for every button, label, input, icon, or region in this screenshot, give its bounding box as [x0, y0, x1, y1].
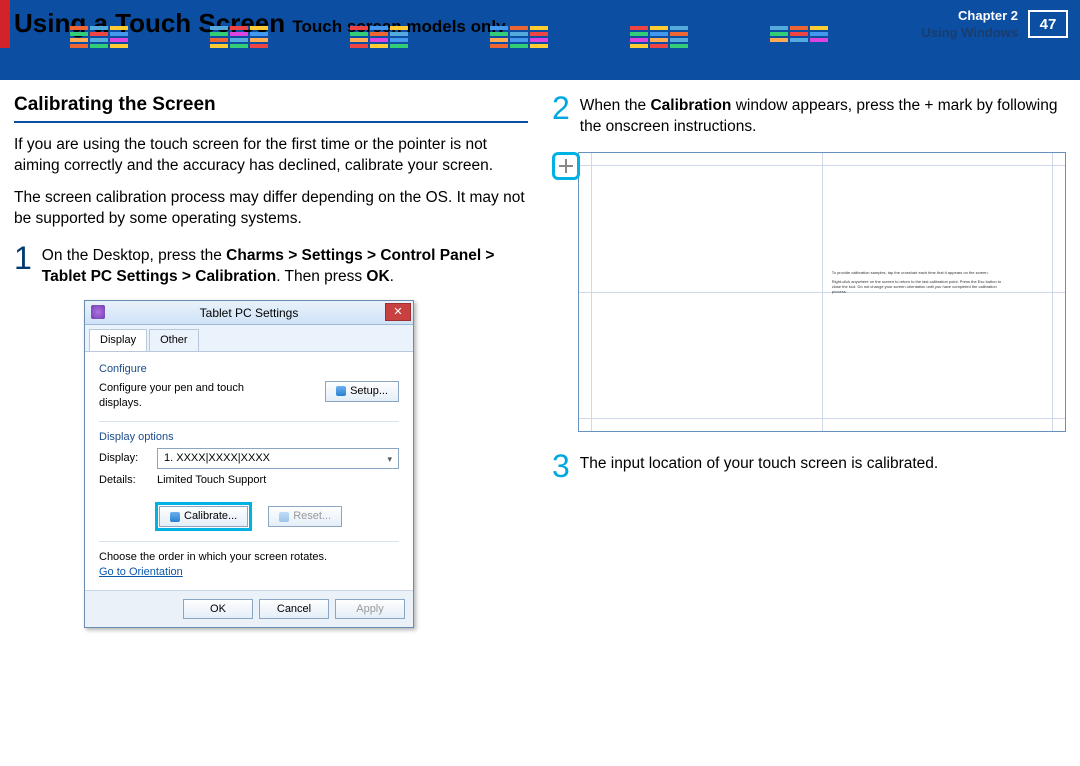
step-1-text: On the Desktop, press the Charms > Setti…	[42, 242, 528, 288]
dialog-titlebar: Tablet PC Settings ✕	[85, 301, 413, 325]
right-column: 2 When the Calibration window appears, p…	[552, 92, 1066, 628]
ok-button[interactable]: OK	[183, 599, 253, 620]
tab-other[interactable]: Other	[149, 329, 199, 351]
step1-ok: OK	[366, 268, 389, 285]
calibrate-label: Calibrate...	[184, 509, 237, 524]
tablet-pc-settings-dialog: Tablet PC Settings ✕ Display Other Confi…	[84, 300, 414, 628]
chapter-line2: Using Windows	[921, 25, 1018, 42]
reset-label: Reset...	[293, 509, 331, 524]
display-row: Display: 1. XXXX|XXXX|XXXX ▾	[99, 448, 399, 469]
dialog-footer: OK Cancel Apply	[85, 590, 413, 628]
step-2-text: When the Calibration window appears, pre…	[580, 92, 1066, 138]
step-1: 1 On the Desktop, press the Charms > Set…	[14, 242, 528, 288]
step-3: 3 The input location of your touch scree…	[552, 450, 1066, 482]
step-3-text: The input location of your touch screen …	[580, 450, 938, 482]
details-row: Details: Limited Touch Support	[99, 473, 399, 488]
content-area: Calibrating the Screen If you are using …	[14, 92, 1066, 628]
cal-text2: Right-click anywhere on the screen to re…	[832, 279, 1007, 295]
details-value: Limited Touch Support	[157, 473, 266, 488]
step1-post: . Then press	[276, 268, 366, 285]
configure-desc: Configure your pen and touch displays.	[99, 381, 249, 411]
step2-bold: Calibration	[650, 97, 731, 114]
cal-text1: To provide calibration samples, tap the …	[832, 270, 1007, 275]
group-configure: Configure	[99, 362, 399, 377]
dialog-body: Configure Configure your pen and touch d…	[85, 352, 413, 590]
step2-pre: When the	[580, 97, 651, 114]
section-title: Calibrating the Screen	[14, 92, 528, 123]
header-decor	[70, 26, 950, 76]
chevron-down-icon: ▾	[387, 453, 392, 465]
plus-icon	[559, 159, 573, 173]
intro-1: If you are using the touch screen for th…	[14, 135, 528, 177]
step-2-number: 2	[552, 92, 570, 138]
apply-button[interactable]: Apply	[335, 599, 405, 620]
cancel-button[interactable]: Cancel	[259, 599, 329, 620]
step-3-number: 3	[552, 450, 570, 482]
shield-icon	[279, 512, 289, 522]
step-1-number: 1	[14, 242, 32, 288]
reset-button[interactable]: Reset...	[268, 506, 342, 527]
setup-label: Setup...	[350, 384, 388, 399]
step1-pre: On the Desktop, press the	[42, 247, 226, 264]
step-2: 2 When the Calibration window appears, p…	[552, 92, 1066, 138]
tab-display[interactable]: Display	[89, 329, 147, 351]
dialog-tabs: Display Other	[85, 325, 413, 352]
group-display: Display options	[99, 430, 399, 445]
rotate-section: Choose the order in which your screen ro…	[99, 541, 399, 580]
chapter-line1: Chapter 2	[921, 8, 1018, 25]
intro-2: The screen calibration process may diffe…	[14, 188, 528, 230]
step1-end: .	[390, 268, 394, 285]
shield-icon	[336, 386, 346, 396]
orientation-link[interactable]: Go to Orientation	[99, 566, 183, 578]
plus-target-highlight	[552, 152, 580, 180]
display-select[interactable]: 1. XXXX|XXXX|XXXX ▾	[157, 448, 399, 469]
configure-row: Configure your pen and touch displays. S…	[99, 381, 399, 422]
calibrate-row: Calibrate... Reset...	[159, 506, 399, 527]
page-header: Using a Touch Screen Touch screen models…	[0, 0, 1080, 80]
calibration-screenshot: To provide calibration samples, tap the …	[552, 152, 1066, 432]
left-column: Calibrating the Screen If you are using …	[14, 92, 528, 628]
close-icon[interactable]: ✕	[385, 303, 411, 321]
header-red-tab	[0, 0, 10, 48]
calibration-instruction-text: To provide calibration samples, tap the …	[832, 270, 1007, 295]
display-value: 1. XXXX|XXXX|XXXX	[164, 451, 270, 466]
chapter-block: Chapter 2 Using Windows	[921, 8, 1018, 42]
rotate-text: Choose the order in which your screen ro…	[99, 550, 399, 565]
details-label: Details:	[99, 473, 149, 488]
display-label: Display:	[99, 451, 149, 466]
dialog-title: Tablet PC Settings	[200, 305, 299, 321]
dialog-icon	[91, 305, 105, 319]
shield-icon	[170, 512, 180, 522]
page-number: 47	[1028, 10, 1068, 38]
calibrate-button[interactable]: Calibrate...	[159, 506, 248, 527]
setup-button[interactable]: Setup...	[325, 381, 399, 402]
calibration-screen: To provide calibration samples, tap the …	[578, 152, 1066, 432]
